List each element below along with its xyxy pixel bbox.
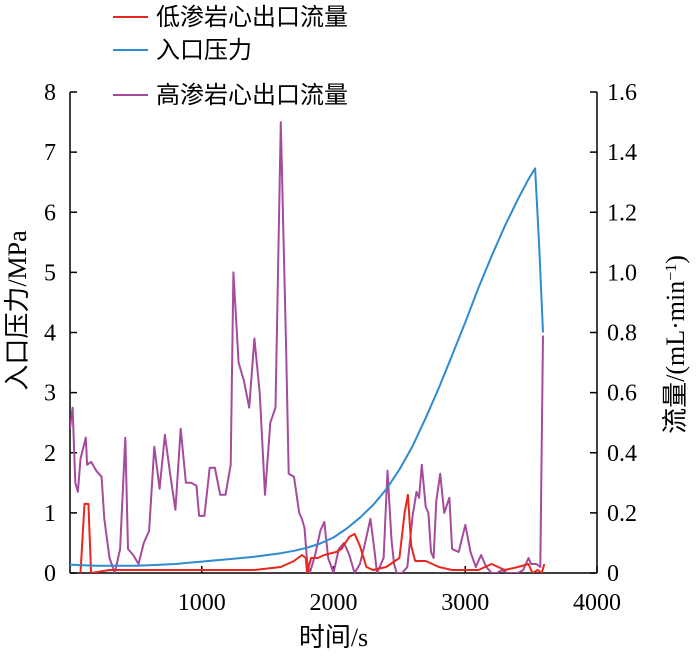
y-left-tick-label: 7 — [44, 140, 56, 166]
y-left-axis-title: 入口压力/MPa — [3, 230, 32, 391]
y-right-tick-label: 0.2 — [607, 501, 637, 527]
y-right-tick-label: 0.6 — [607, 381, 637, 407]
series-line-2 — [70, 121, 544, 573]
y-right-title-main: 流量/(mL·min — [661, 281, 690, 434]
axes: 1000 2000 3000 4000 0 1 2 3 4 5 6 7 8 0 0.2 0.4 0.6 0.8 1.… — [44, 80, 637, 616]
y-left-tick-label: 3 — [44, 381, 56, 407]
y-left-tick-label: 6 — [44, 200, 56, 226]
y-right-axis-title: 流量/(mL·min−1) — [661, 255, 690, 434]
y-right-title-close: ) — [661, 255, 690, 264]
legend-label-0: 低渗岩心出口流量 — [156, 4, 348, 31]
series-line-1 — [70, 167, 544, 567]
x-axis-title: 时间/s — [299, 623, 368, 652]
y-left-tick-label: 0 — [44, 561, 56, 587]
plot-area — [70, 121, 546, 573]
x-tick-label: 1000 — [178, 590, 226, 616]
y-left-tick-label: 4 — [44, 321, 56, 347]
x-tick-label: 2000 — [310, 590, 358, 616]
x-tick-label: 4000 — [573, 590, 621, 616]
y-left-tick-label: 5 — [44, 260, 56, 286]
y-left-tick-label: 1 — [44, 501, 56, 527]
y-right-tick-label: 1.2 — [607, 200, 637, 226]
axis-titles: 时间/s 入口压力/MPa 流量/(mL·min−1) — [3, 230, 690, 652]
legend-label-2: 高渗岩心出口流量 — [156, 82, 348, 109]
y-right-tick-label: 0 — [607, 561, 619, 587]
y-right-tick-label: 1.0 — [607, 260, 637, 286]
y-right-tick-label: 1.6 — [607, 80, 637, 106]
series-line-0 — [79, 493, 546, 573]
y-right-tick-label: 0.4 — [607, 441, 637, 467]
y-left-tick-label: 8 — [44, 80, 56, 106]
y-right-tick-label: 1.4 — [607, 140, 637, 166]
x-tick-label: 3000 — [441, 590, 489, 616]
y-right-tick-label: 0.8 — [607, 321, 637, 347]
y-right-title-exponent: −1 — [663, 264, 680, 281]
y-left-tick-label: 2 — [44, 441, 56, 467]
legend-label-1: 入口压力 — [156, 37, 252, 64]
